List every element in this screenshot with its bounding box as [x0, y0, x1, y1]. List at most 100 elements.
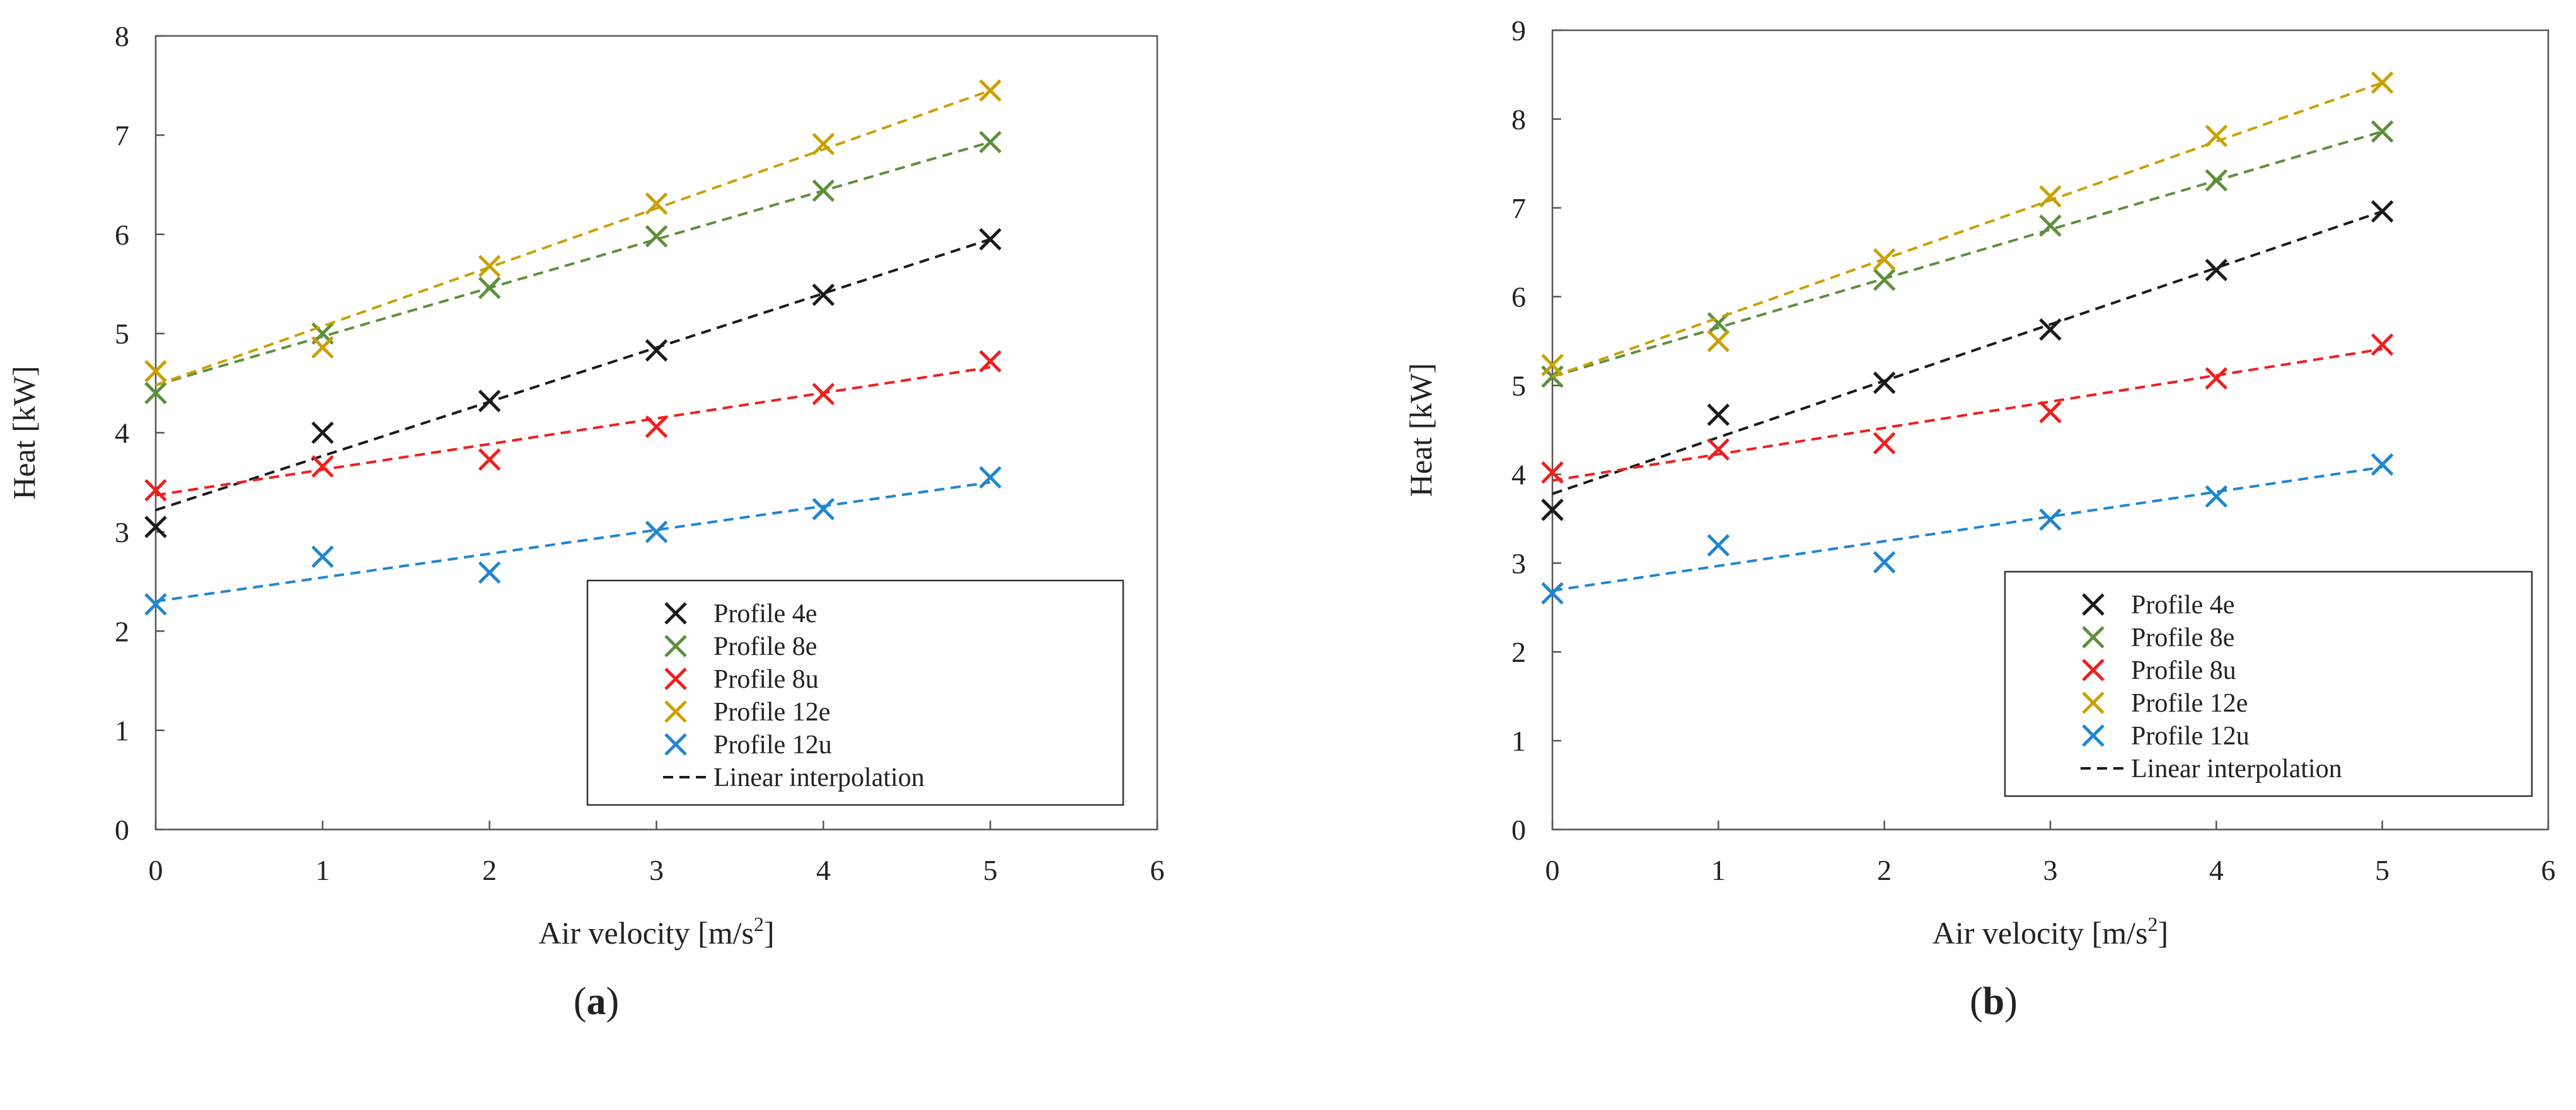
legend: Profile 4e Profile 8e Profile 8u Profile 12…	[2004, 570, 2533, 797]
series-profile-4e	[1541, 200, 2394, 521]
data-point-profile-12u	[311, 545, 334, 568]
x-tick-label: 2	[1877, 854, 1892, 886]
data-point-profile-12u	[144, 593, 167, 616]
fit-line-profile-8e	[155, 141, 991, 386]
data-point-profile-8u	[144, 479, 167, 502]
data-point-profile-12u	[1707, 534, 1730, 557]
y-tick-label: 1	[115, 715, 129, 747]
chart-panel-a: 0 1 2 3 4 5 6 7 8 0 1 2 3 4 5 6 Heat [kW] Air velocity [m…	[6, 20, 1165, 1023]
data-point-profile-12u	[2371, 453, 2394, 476]
data-point-profile-8u	[311, 455, 334, 478]
legend-label: Profile 12u	[2131, 722, 2250, 751]
legend-entry-profile-12u: Profile 12u	[2082, 722, 2250, 751]
legend-frame	[586, 579, 1124, 806]
data-point-profile-12e	[1707, 330, 1730, 352]
legend-label: Profile 4e	[2131, 591, 2234, 620]
legend-marker-profile-8u	[2082, 659, 2105, 681]
data-point-profile-8u	[2039, 401, 2062, 424]
series-profile-8u	[1541, 333, 2394, 484]
y-axis-title: Heat [kW]	[1403, 363, 1438, 497]
data-point-profile-4e	[2371, 200, 2394, 223]
y-tick-label: 4	[1511, 458, 1526, 490]
legend-marker-profile-12e	[664, 700, 687, 723]
fit-line-profile-12e	[155, 89, 991, 386]
data-point-profile-12e	[311, 336, 334, 359]
x-axis-title-tail: ]	[2157, 915, 2168, 951]
chart-panel-b: 0 1 2 3 4 5 6 7 8 9 0 1 2 3 4 5 6 Heat [kW] Air velocity […	[1403, 14, 2556, 1023]
y-tick-label: 3	[115, 516, 129, 548]
x-tick-label: 3	[649, 854, 664, 886]
data-point-profile-12e	[478, 255, 501, 277]
series-profile-12u	[144, 466, 1002, 616]
data-point-profile-12u	[1873, 551, 1896, 574]
legend-label: Profile 8u	[713, 665, 819, 694]
x-axis-title: Air velocity [m/s2]	[1932, 913, 2168, 951]
x-axis-title: Air velocity [m/s2]	[538, 913, 774, 951]
data-point-profile-12u	[478, 561, 501, 584]
y-tick-label: 0	[115, 814, 129, 846]
series-profile-4e	[144, 228, 1002, 538]
series-profile-12e	[144, 79, 1002, 386]
data-point-profile-4e	[812, 283, 835, 306]
data-point-profile-4e	[2039, 318, 2062, 341]
series-profile-12e	[1541, 71, 2394, 378]
series-profile-12u	[1541, 453, 2394, 605]
data-point-profile-12e	[645, 192, 668, 215]
y-tick-label: 8	[1511, 103, 1526, 136]
legend-marker-profile-8u	[664, 668, 687, 690]
legend-label: Profile 8u	[2131, 656, 2236, 685]
data-point-profile-8e	[2371, 120, 2394, 143]
y-tick-label: 8	[115, 20, 129, 52]
data-point-profile-12u	[2039, 508, 2062, 531]
legend-label: Linear interpolation	[2131, 754, 2342, 783]
data-point-profile-12e	[144, 360, 167, 383]
data-point-profile-4e	[2205, 258, 2228, 282]
legend-entry-profile-8u: Profile 8u	[664, 665, 819, 694]
fit-line-profile-12u	[1552, 466, 2383, 592]
data-point-profile-8u	[812, 383, 835, 405]
data-point-profile-12u	[1541, 582, 1564, 605]
data-point-profile-8u	[478, 448, 501, 471]
x-axis-title-superscript: 2	[2147, 913, 2157, 935]
fit-line-profile-12u	[155, 481, 991, 603]
legend-marker-profile-12e	[2082, 691, 2105, 714]
data-point-profile-8e	[645, 225, 668, 248]
data-point-profile-8e	[2205, 169, 2228, 192]
legend-entry-profile-8e: Profile 8e	[2082, 623, 2234, 652]
y-tick-label: 6	[1511, 281, 1526, 313]
data-point-profile-12e	[1873, 248, 1896, 271]
legend: Profile 4e Profile 8e Profile 8u Profile 12…	[586, 579, 1124, 806]
x-tick-label: 6	[1150, 854, 1165, 886]
x-tick-label: 4	[816, 854, 831, 886]
legend-label: Profile 8e	[713, 632, 817, 661]
legend-marker-profile-12u	[2082, 724, 2105, 747]
data-point-profile-8u	[2371, 333, 2394, 356]
y-tick-label: 5	[1511, 370, 1526, 402]
x-tick-label: 3	[2043, 854, 2058, 886]
legend-marker-profile-4e	[2082, 593, 2105, 616]
legend-entry-profile-4e: Profile 4e	[2082, 591, 2234, 620]
legend-entry-profile-8e: Profile 8e	[664, 632, 817, 661]
x-axis-title-superscript: 2	[754, 913, 764, 935]
data-point-profile-4e	[1873, 371, 1896, 395]
fit-line-profile-4e	[1552, 210, 2383, 495]
data-point-profile-12e	[812, 132, 835, 156]
legend-marker-profile-8e	[664, 635, 687, 657]
series-profile-8e	[1541, 120, 2394, 388]
series-profile-8e	[144, 130, 1002, 405]
legend-marker-profile-4e	[664, 602, 687, 625]
data-point-profile-12e	[979, 79, 1002, 102]
data-point-profile-8u	[1707, 438, 1730, 461]
series-profile-8u	[144, 350, 1002, 502]
data-point-profile-8e	[812, 179, 835, 202]
data-point-profile-8u	[645, 415, 668, 438]
fit-line-profile-8e	[1552, 130, 2383, 378]
legend-entry-profile-4e: Profile 4e	[664, 599, 817, 628]
y-tick-label: 0	[1511, 814, 1526, 846]
x-tick-label: 5	[983, 854, 998, 886]
y-tick-label: 7	[1511, 192, 1526, 224]
data-point-profile-12e	[2039, 185, 2062, 208]
fit-line-profile-8u	[155, 366, 991, 497]
panel-label: (b)	[1970, 980, 2018, 1023]
